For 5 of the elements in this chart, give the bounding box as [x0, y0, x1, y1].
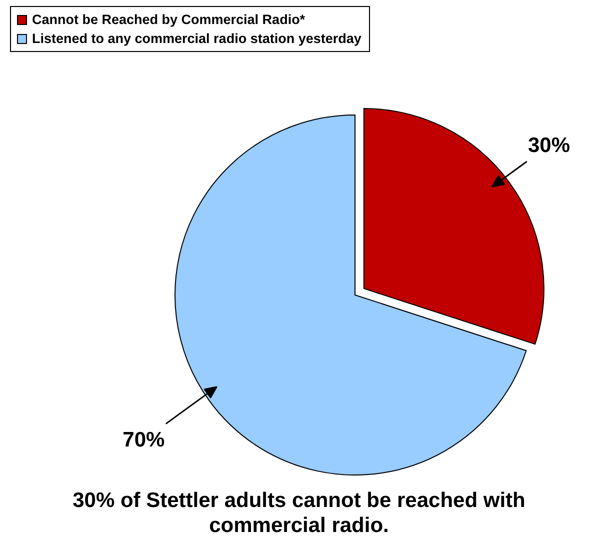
legend-label: Listened to any commercial radio station yesterday — [32, 30, 362, 48]
data-label: 70% — [122, 428, 166, 452]
data-label: 30% — [528, 134, 570, 157]
legend-label: Cannot be Reached by Commercial Radio* — [32, 11, 306, 29]
text: 30% of Stettler adults cannot be reached with commercial radio. — [72, 488, 526, 538]
